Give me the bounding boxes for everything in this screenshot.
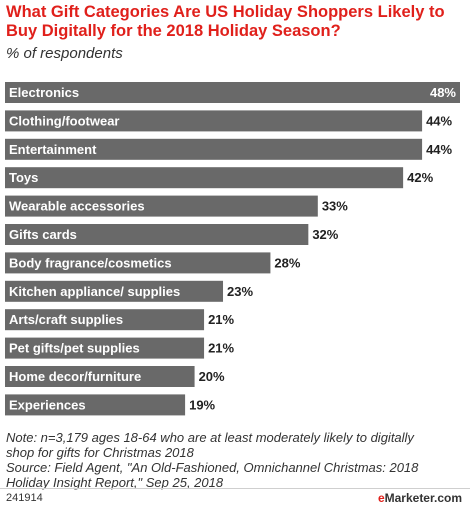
chart-note: Note: n=3,179 ages 18-64 who are at leas… [6,430,461,490]
bar [5,167,404,189]
category-label: Wearable accessories [9,199,145,214]
category-label: Experiences [9,397,86,412]
chart-title: What Gift Categories Are US Holiday Shop… [6,3,445,40]
category-label: Electronics [9,85,79,100]
bar-chart: Electronics 48% Clothing/footwear 44% Entert… [5,82,460,416]
value-label: 21% [208,341,234,356]
note-line: shop for gifts for Christmas 2018 [6,445,194,460]
value-label: 33% [322,199,348,214]
category-label: Entertainment [9,142,97,157]
bar [5,280,224,302]
note-line: Note: n=3,179 ages 18-64 who are at leas… [6,430,414,445]
bar [5,309,205,331]
value-label: 19% [189,397,215,412]
category-label: Clothing/footwear [9,113,120,128]
value-label: 44% [426,142,452,157]
value-label: 42% [407,170,433,185]
value-label: 44% [426,113,452,128]
chart-subtitle: % of respondents [6,45,123,62]
emarketer-logo: eMarketer.com [378,491,462,505]
source-line: Source: Field Agent, "An Old-Fashioned, … [6,460,419,475]
bar [5,195,318,217]
category-label: Body fragrance/cosmetics [9,255,172,270]
bar [5,337,205,359]
bar [5,252,271,274]
bar [5,224,309,245]
logo-e: e [377,491,385,505]
value-label: 20% [199,369,225,384]
category-label: Pet gifts/pet supplies [9,341,140,356]
source-line: Holiday Insight Report," Sep 25, 2018 [6,475,224,490]
category-label: Toys [9,170,38,185]
category-label: Gifts cards [9,227,77,242]
bar [5,110,423,132]
value-label: 28% [274,255,300,270]
bar [5,138,423,160]
logo-text: Marketer.com [384,491,462,505]
value-label: 32% [312,227,338,242]
bar [5,82,460,103]
category-label: Kitchen appliance/ supplies [9,284,180,299]
bar [5,366,195,387]
value-label: 23% [227,284,253,299]
value-label: 21% [208,312,234,327]
category-label: Home decor/furniture [9,369,141,384]
category-label: Arts/craft supplies [9,312,123,327]
value-label: 48% [430,85,456,100]
footer-divider [0,488,470,489]
chart-id: 241914 [6,492,43,504]
bar [5,394,186,416]
